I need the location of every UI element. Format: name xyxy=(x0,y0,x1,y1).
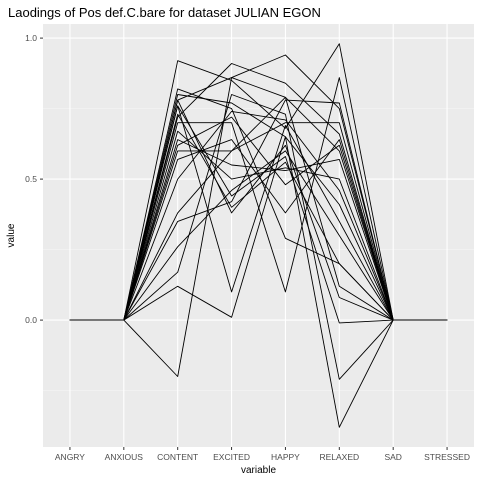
minor-grid xyxy=(43,108,474,391)
series-line xyxy=(69,130,448,321)
x-tick-label: STRESSED xyxy=(424,452,470,462)
x-tick-label: ANXIOUS xyxy=(105,452,144,462)
series-line xyxy=(69,77,448,377)
x-axis: ANGRY ANXIOUS CONTENT EXCITED HAPPY RELAXED SA… xyxy=(55,447,470,462)
series-line xyxy=(69,122,448,321)
series-line xyxy=(69,136,448,428)
series-line xyxy=(69,113,448,321)
x-tick-label: SAD xyxy=(384,452,401,462)
series-line xyxy=(69,99,448,321)
x-tick-label: ANGRY xyxy=(55,452,85,462)
x-tick-label: RELAXED xyxy=(319,452,359,462)
y-tick-label: 0.0 xyxy=(25,315,37,325)
series-line xyxy=(69,150,448,321)
x-axis-title: variable xyxy=(241,465,276,476)
plot-panel xyxy=(43,24,474,447)
y-tick-label: 0.5 xyxy=(25,174,37,184)
x-tick-label: CONTENT xyxy=(157,452,198,462)
x-tick-label: EXCITED xyxy=(213,452,250,462)
y-tick-label: 1.0 xyxy=(25,33,37,43)
x-tick-label: HAPPY xyxy=(271,452,300,462)
series-line xyxy=(69,116,448,321)
series-line xyxy=(69,110,448,321)
series-line xyxy=(69,94,448,380)
chart-title: Laodings of Pos def.C.bare for dataset J… xyxy=(8,5,321,20)
y-axis-title: value xyxy=(6,223,17,247)
series-lines xyxy=(69,43,448,428)
y-axis: 0.0 0.5 1.0 xyxy=(25,33,43,325)
